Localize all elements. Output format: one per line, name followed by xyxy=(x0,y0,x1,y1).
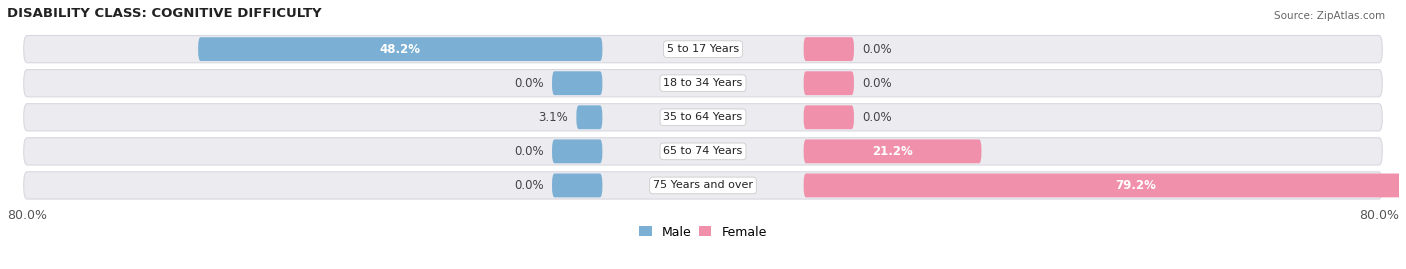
Text: 80.0%: 80.0% xyxy=(7,209,46,222)
Text: Source: ZipAtlas.com: Source: ZipAtlas.com xyxy=(1274,11,1385,21)
Text: 0.0%: 0.0% xyxy=(515,179,544,192)
Text: 80.0%: 80.0% xyxy=(1360,209,1399,222)
Text: 0.0%: 0.0% xyxy=(862,77,891,90)
Text: 79.2%: 79.2% xyxy=(1115,179,1156,192)
FancyBboxPatch shape xyxy=(804,105,853,129)
Text: 35 to 64 Years: 35 to 64 Years xyxy=(664,112,742,122)
Text: 0.0%: 0.0% xyxy=(515,77,544,90)
Text: 48.2%: 48.2% xyxy=(380,43,420,56)
FancyBboxPatch shape xyxy=(24,104,1382,131)
Text: DISABILITY CLASS: COGNITIVE DIFFICULTY: DISABILITY CLASS: COGNITIVE DIFFICULTY xyxy=(7,7,322,20)
Text: 18 to 34 Years: 18 to 34 Years xyxy=(664,78,742,88)
FancyBboxPatch shape xyxy=(24,138,1382,165)
Legend: Male, Female: Male, Female xyxy=(634,221,772,243)
FancyBboxPatch shape xyxy=(576,105,602,129)
FancyBboxPatch shape xyxy=(804,71,853,95)
FancyBboxPatch shape xyxy=(804,174,1406,197)
FancyBboxPatch shape xyxy=(553,71,602,95)
FancyBboxPatch shape xyxy=(198,37,602,61)
FancyBboxPatch shape xyxy=(24,70,1382,97)
Text: 21.2%: 21.2% xyxy=(872,145,912,158)
Text: 0.0%: 0.0% xyxy=(515,145,544,158)
Text: 65 to 74 Years: 65 to 74 Years xyxy=(664,146,742,156)
FancyBboxPatch shape xyxy=(553,139,602,163)
Text: 5 to 17 Years: 5 to 17 Years xyxy=(666,44,740,54)
FancyBboxPatch shape xyxy=(24,172,1382,199)
Text: 0.0%: 0.0% xyxy=(862,111,891,124)
FancyBboxPatch shape xyxy=(553,174,602,197)
Text: 75 Years and over: 75 Years and over xyxy=(652,180,754,190)
Text: 3.1%: 3.1% xyxy=(538,111,568,124)
FancyBboxPatch shape xyxy=(804,37,853,61)
Text: 0.0%: 0.0% xyxy=(862,43,891,56)
FancyBboxPatch shape xyxy=(804,139,981,163)
FancyBboxPatch shape xyxy=(24,36,1382,63)
